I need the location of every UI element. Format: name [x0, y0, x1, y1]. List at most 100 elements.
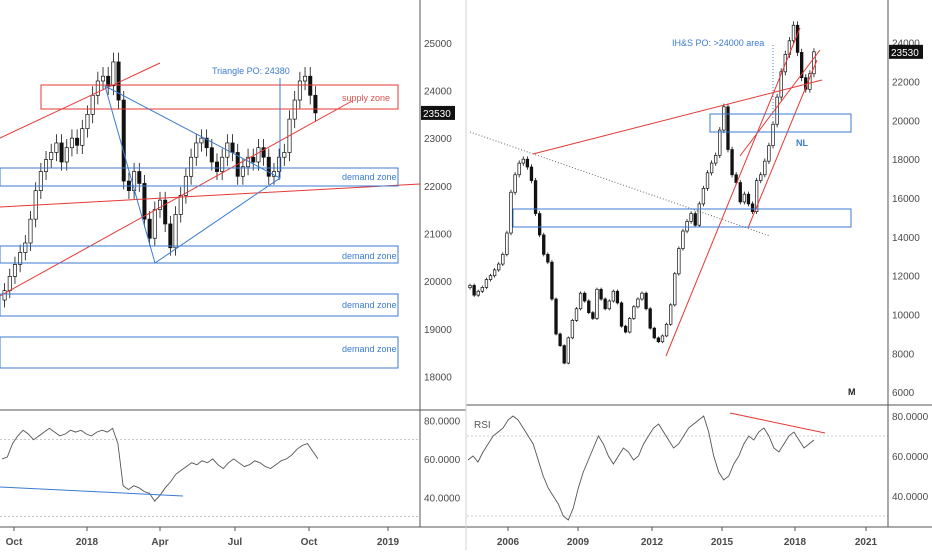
- candle-body: [23, 242, 28, 253]
- candle-body: [137, 171, 142, 184]
- x-tick-label: 2018: [76, 537, 99, 548]
- triangle-pattern: [104, 85, 281, 264]
- candle-body: [566, 337, 570, 364]
- last-price-tag: [421, 105, 455, 120]
- x-tick-label: 2015: [711, 537, 734, 548]
- demand-zone-box-2: [0, 245, 399, 264]
- candle-body: [18, 252, 23, 265]
- channel-line-lower: [747, 59, 818, 229]
- candle-body: [59, 142, 64, 163]
- candle-body: [230, 142, 235, 153]
- rsi-tick-label: 40.0000: [424, 493, 461, 504]
- supply-zone-label: supply zone: [342, 93, 390, 103]
- candle-body: [689, 213, 693, 222]
- candle-body: [313, 94, 318, 114]
- candle-body: [251, 156, 256, 163]
- y-tick-label: 18000: [424, 372, 452, 383]
- candle-body: [632, 306, 636, 319]
- candle-body: [730, 149, 734, 176]
- candle-body: [734, 174, 738, 183]
- last-price-label: 23530: [423, 109, 451, 120]
- candle-body: [44, 159, 49, 172]
- candle-body: [69, 137, 74, 149]
- candle-body: [106, 75, 111, 87]
- channel-line-upper: [739, 49, 821, 157]
- candle-body: [75, 137, 80, 146]
- x-tick-label: Oct: [301, 537, 318, 548]
- candle-body: [599, 288, 603, 300]
- candle-body: [636, 298, 640, 308]
- last-price-tag: [889, 44, 923, 59]
- left-lower-trendline: [0, 100, 353, 297]
- right-annotations: NL IH&S PO: >24000 area M RSI: [469, 27, 856, 434]
- rsi-tick-label: 60.0000: [892, 452, 929, 463]
- candle-body: [199, 137, 204, 144]
- candle-body: [791, 24, 796, 42]
- rsi-tick-label: 80.0000: [424, 417, 461, 428]
- long-term-downtrend: [469, 131, 771, 237]
- candle-body: [308, 75, 313, 96]
- candle-body: [640, 292, 644, 300]
- candle-body: [595, 288, 599, 319]
- candle-body: [49, 152, 54, 160]
- candle-body: [587, 300, 591, 313]
- candle-body: [121, 99, 126, 182]
- candle-body: [795, 24, 800, 53]
- candle-body: [64, 147, 69, 163]
- y-tick-label: 23000: [424, 134, 452, 145]
- rsi-label: RSI: [474, 420, 491, 431]
- candle-body: [574, 308, 579, 321]
- candle-body: [591, 312, 595, 319]
- candle-body: [472, 285, 476, 296]
- candle-body: [168, 223, 173, 249]
- candle-body: [779, 71, 783, 98]
- y-tick-label: 12000: [892, 272, 920, 283]
- demand-zone-box-3: [0, 293, 399, 317]
- candle-body: [726, 106, 730, 150]
- candle-body: [701, 187, 706, 205]
- candle-body: [163, 199, 168, 225]
- candle-body: [194, 142, 199, 158]
- candle-body: [282, 152, 287, 158]
- x-tick-label: 2012: [641, 537, 664, 548]
- candle-body: [759, 174, 763, 181]
- candle-body: [664, 323, 669, 337]
- candle-body: [157, 199, 163, 210]
- candle-body: [738, 182, 742, 203]
- weekly-chart: 25000 24000 23000 22000 21000 20000 19000 18000…: [0, 39, 461, 548]
- candle-body: [488, 275, 493, 280]
- demand-zone-label-1: demand zone: [342, 172, 397, 182]
- y-tick-label: 24000: [424, 87, 452, 98]
- candle-body: [705, 172, 710, 189]
- candle-body: [505, 232, 509, 255]
- candle-body: [746, 193, 751, 205]
- demand-zone-label-4: demand zone: [342, 344, 397, 354]
- candle-body: [12, 264, 17, 277]
- neckline-zone-box: [709, 113, 852, 133]
- candle-body: [722, 106, 726, 131]
- candle-body: [80, 128, 85, 146]
- candle-body: [277, 156, 282, 172]
- candle-body: [546, 254, 550, 263]
- candle-body: [85, 114, 90, 129]
- y-tick-label: 22000: [424, 182, 452, 193]
- left-annotations: supply zone Triangle PO: 24380 demand zo…: [0, 62, 421, 497]
- y-tick-label: 25000: [424, 39, 452, 50]
- candle-body: [583, 292, 587, 302]
- candle-body: [116, 61, 121, 101]
- monthly-chart: 24000 22000 20000 18000 16000 14000 12000 10000…: [467, 21, 929, 548]
- candle-body: [220, 156, 225, 172]
- triangle-po-label: Triangle PO: 24380: [212, 66, 290, 76]
- left-rsi-trendline: [0, 486, 184, 497]
- candle-body: [673, 273, 677, 306]
- candle-body: [619, 302, 624, 327]
- candle-body: [763, 160, 767, 176]
- y-tick-label: 21000: [424, 229, 452, 240]
- candle-body: [681, 230, 685, 249]
- candle-body: [38, 171, 43, 191]
- candle-body: [697, 203, 701, 226]
- y-tick-label: 16000: [892, 194, 920, 205]
- x-tick-label: Jul: [228, 537, 243, 548]
- x-tick-label: 2019: [377, 537, 400, 548]
